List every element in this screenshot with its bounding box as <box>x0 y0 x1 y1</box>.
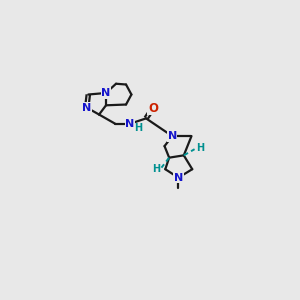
Text: H: H <box>152 164 160 174</box>
Text: H: H <box>196 143 204 153</box>
Text: N: N <box>82 103 92 112</box>
Text: N: N <box>168 131 177 141</box>
Text: H: H <box>134 123 142 133</box>
Text: N: N <box>101 88 111 98</box>
Text: O: O <box>148 102 158 115</box>
Text: N: N <box>174 173 183 183</box>
Text: N: N <box>125 119 134 129</box>
